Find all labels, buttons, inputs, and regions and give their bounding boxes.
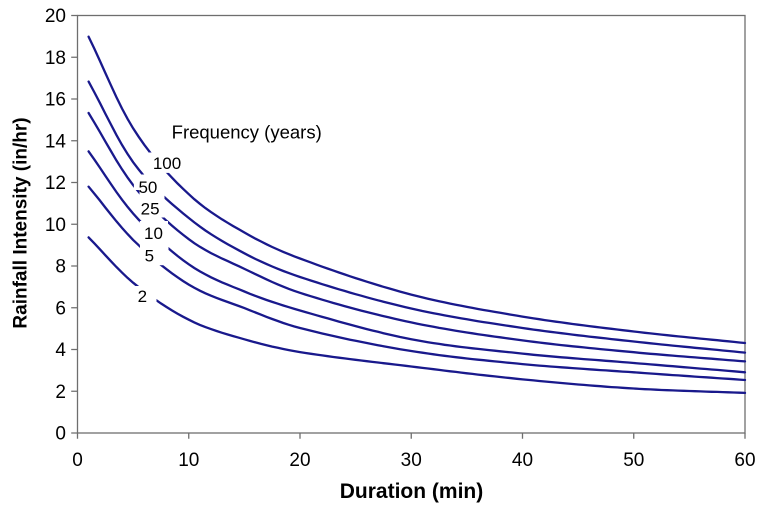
svg-text:60: 60 [734,450,755,471]
svg-text:2: 2 [138,287,147,306]
svg-text:4: 4 [55,340,66,361]
svg-text:0: 0 [55,424,66,445]
svg-text:100: 100 [153,154,181,173]
svg-text:6: 6 [55,298,66,319]
svg-text:50: 50 [623,450,644,471]
svg-text:20: 20 [45,6,66,27]
svg-text:Rainfall Intensity (in/hr): Rainfall Intensity (in/hr) [11,117,32,328]
svg-text:30: 30 [401,450,422,471]
svg-text:16: 16 [45,90,66,111]
svg-text:20: 20 [289,450,310,471]
svg-text:18: 18 [45,48,66,69]
svg-text:2: 2 [55,382,66,403]
svg-text:12: 12 [45,173,66,194]
svg-text:5: 5 [145,246,154,265]
svg-text:Duration (min): Duration (min) [340,480,483,503]
svg-text:50: 50 [138,178,157,197]
svg-text:14: 14 [45,131,67,152]
svg-text:10: 10 [144,224,163,243]
svg-text:40: 40 [512,450,533,471]
svg-text:10: 10 [45,215,66,236]
svg-text:10: 10 [178,450,199,471]
svg-text:8: 8 [55,257,66,278]
svg-text:Frequency (years): Frequency (years) [172,121,322,142]
svg-text:0: 0 [72,450,83,471]
svg-text:25: 25 [141,200,160,219]
